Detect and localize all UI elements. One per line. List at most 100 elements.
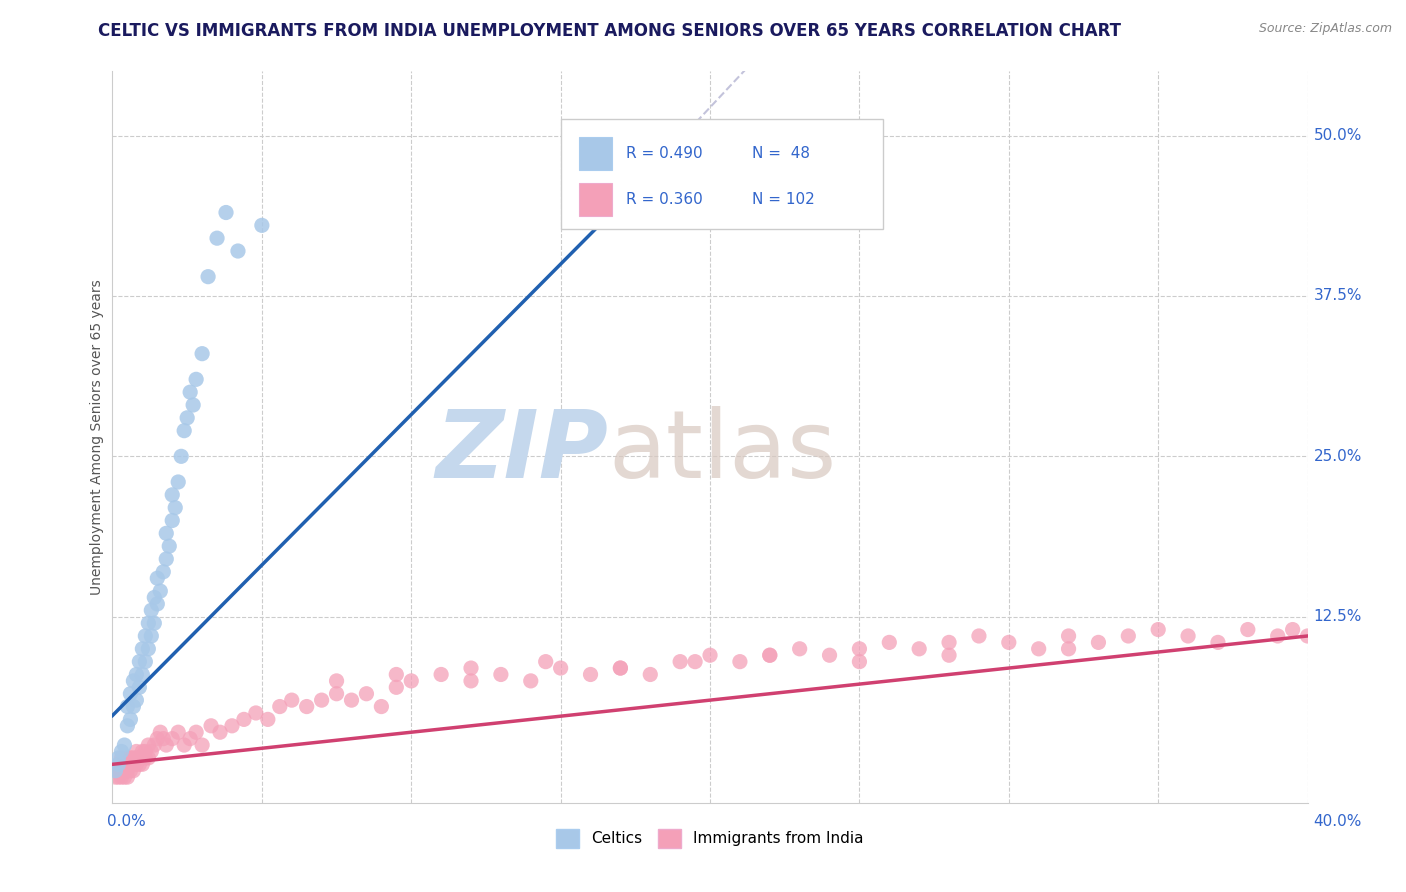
Bar	[579, 136, 612, 169]
Point	[146, 731, 169, 746]
Point	[245, 706, 267, 720]
Point	[1206, 635, 1229, 649]
Point	[699, 648, 721, 663]
Point	[125, 693, 148, 707]
Point	[152, 731, 174, 746]
Point	[281, 693, 304, 707]
Point	[134, 751, 156, 765]
Point	[131, 757, 153, 772]
Point	[173, 738, 195, 752]
Point	[226, 244, 249, 258]
Point	[460, 661, 482, 675]
Text: atlas: atlas	[609, 406, 837, 498]
Point	[340, 693, 363, 707]
Point	[125, 744, 148, 758]
Point	[117, 719, 139, 733]
Point	[311, 693, 333, 707]
Point	[107, 751, 129, 765]
Point	[170, 450, 193, 464]
Point	[110, 751, 132, 765]
Text: Source: ZipAtlas.com: Source: ZipAtlas.com	[1258, 22, 1392, 36]
Point	[120, 687, 142, 701]
Point	[104, 764, 127, 778]
Bar	[579, 183, 612, 216]
Point	[1057, 641, 1080, 656]
Point	[728, 655, 751, 669]
Point	[269, 699, 291, 714]
Point	[146, 597, 169, 611]
Point	[325, 673, 347, 688]
Point	[104, 764, 127, 778]
Point	[117, 770, 139, 784]
Text: 37.5%: 37.5%	[1313, 288, 1362, 303]
Point	[128, 751, 150, 765]
Point	[141, 629, 163, 643]
Point	[155, 738, 177, 752]
Point	[165, 500, 187, 515]
Point	[138, 738, 160, 752]
Point	[120, 751, 142, 765]
Point	[120, 764, 142, 778]
Point	[848, 655, 870, 669]
Point	[128, 757, 150, 772]
Point	[938, 648, 960, 663]
Text: ZIP: ZIP	[436, 406, 609, 498]
Point	[385, 667, 408, 681]
Point	[221, 719, 243, 733]
Point	[173, 424, 195, 438]
FancyBboxPatch shape	[561, 119, 883, 228]
Text: 40.0%: 40.0%	[1313, 814, 1362, 829]
Point	[181, 398, 204, 412]
Point	[143, 616, 166, 631]
Point	[117, 699, 139, 714]
Point	[818, 648, 841, 663]
Point	[370, 699, 392, 714]
Point	[114, 764, 135, 778]
Point	[122, 764, 145, 778]
Text: 50.0%: 50.0%	[1313, 128, 1362, 143]
Point	[550, 661, 572, 675]
Point	[1028, 641, 1050, 656]
Point	[325, 687, 347, 701]
Point	[131, 744, 153, 758]
Text: R = 0.490: R = 0.490	[627, 145, 703, 161]
Point	[250, 219, 273, 233]
Point	[789, 641, 811, 656]
Point	[520, 673, 543, 688]
Point	[191, 346, 214, 360]
Point	[1177, 629, 1199, 643]
Point	[138, 751, 160, 765]
Legend: Celtics, Immigrants from India: Celtics, Immigrants from India	[550, 822, 870, 854]
Text: R = 0.360: R = 0.360	[627, 192, 703, 207]
Point	[131, 641, 153, 656]
Point	[138, 616, 160, 631]
Point	[759, 648, 782, 663]
Point	[134, 629, 156, 643]
Point	[117, 757, 139, 772]
Point	[162, 514, 183, 528]
Point	[209, 725, 232, 739]
Point	[609, 661, 631, 675]
Point	[683, 655, 706, 669]
Point	[640, 667, 662, 681]
Point	[120, 757, 142, 772]
Point	[110, 770, 132, 784]
Point	[134, 744, 156, 758]
Point	[141, 744, 163, 758]
Point	[149, 725, 172, 739]
Point	[122, 751, 145, 765]
Point	[609, 661, 631, 675]
Point	[233, 712, 256, 726]
Point	[120, 712, 142, 726]
Point	[191, 738, 214, 752]
Point	[167, 725, 190, 739]
Point	[908, 641, 931, 656]
Text: 25.0%: 25.0%	[1313, 449, 1362, 464]
Point	[122, 757, 145, 772]
Point	[141, 603, 163, 617]
Point	[114, 738, 135, 752]
Point	[107, 757, 129, 772]
Point	[114, 770, 135, 784]
Text: 0.0%: 0.0%	[107, 814, 145, 829]
Point	[138, 641, 160, 656]
